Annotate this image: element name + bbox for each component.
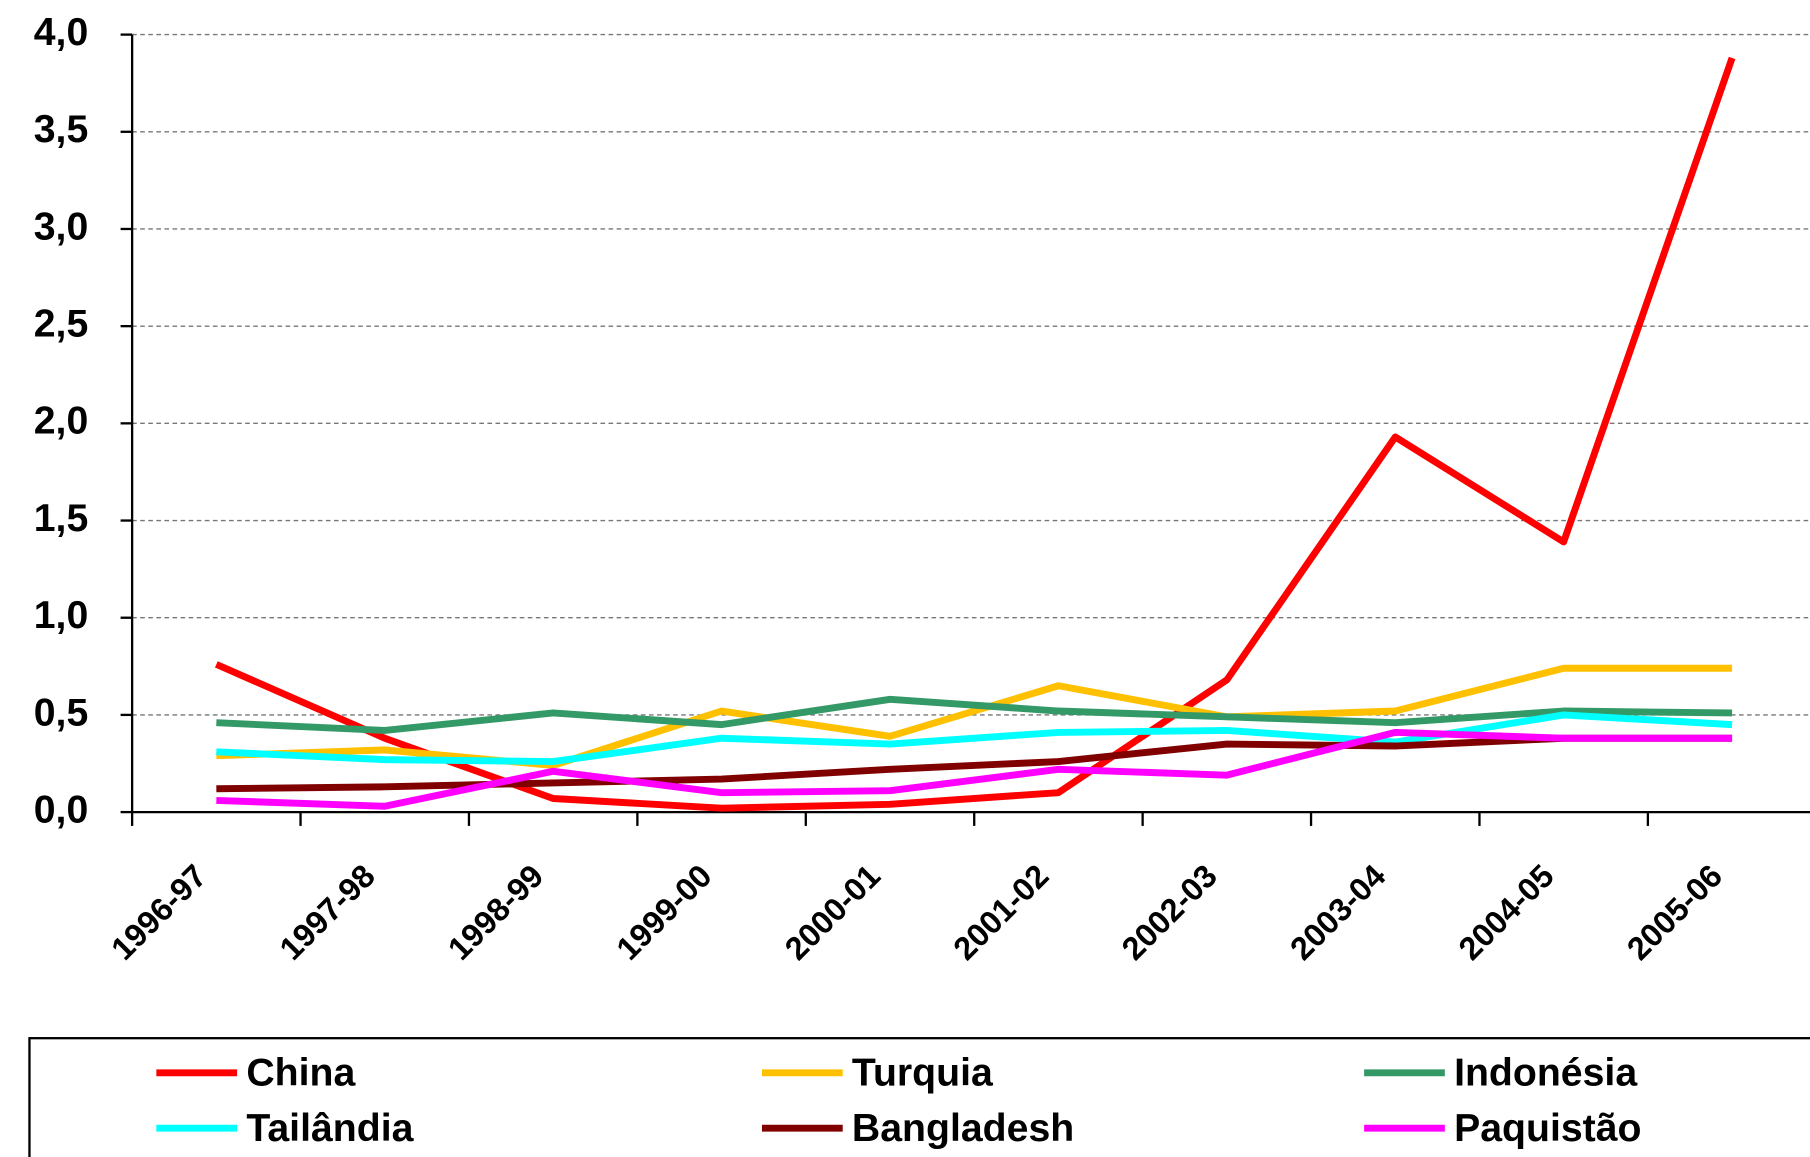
y-tick-label: 2,5 bbox=[34, 302, 89, 346]
legend-box bbox=[28, 1037, 1810, 1157]
x-tick-label: 1998-99 bbox=[441, 858, 550, 967]
legend-label: Tailândia bbox=[246, 1106, 414, 1150]
x-tick-label: 2003-04 bbox=[1283, 858, 1392, 967]
y-tick-label: 4,0 bbox=[34, 10, 89, 54]
x-tick-label: 1996-97 bbox=[104, 858, 213, 967]
series-line bbox=[216, 711, 1733, 766]
x-tick-label: 2004-05 bbox=[1452, 858, 1561, 967]
legend-label: China bbox=[246, 1050, 356, 1094]
series-line bbox=[214, 56, 1736, 812]
y-tick-label: 3,5 bbox=[34, 107, 89, 151]
x-tick-label: 2001-02 bbox=[946, 858, 1055, 967]
series-line bbox=[216, 728, 1733, 810]
y-tick-label: 0,0 bbox=[34, 787, 89, 831]
series-line bbox=[216, 734, 1733, 793]
x-tick-label: 2000-01 bbox=[778, 858, 887, 967]
x-tick-label: 1999-00 bbox=[609, 858, 718, 967]
x-tick-label: 2005-06 bbox=[1620, 858, 1729, 967]
x-tick-label: 1997-98 bbox=[273, 858, 382, 967]
x-tick-label: 2002-03 bbox=[1115, 858, 1224, 967]
y-tick-label: 2,0 bbox=[34, 399, 89, 443]
y-tick-label: 3,0 bbox=[34, 204, 89, 248]
series-line bbox=[216, 695, 1733, 734]
y-tick-label: 1,0 bbox=[34, 593, 89, 637]
legend-label: Turquia bbox=[852, 1050, 994, 1094]
legend-label: Paquistão bbox=[1454, 1106, 1641, 1150]
legend-label: Bangladesh bbox=[852, 1106, 1074, 1150]
y-tick-label: 0,5 bbox=[34, 690, 89, 734]
legend-label: Indonésia bbox=[1454, 1050, 1638, 1094]
y-tick-label: 1,5 bbox=[34, 496, 89, 540]
